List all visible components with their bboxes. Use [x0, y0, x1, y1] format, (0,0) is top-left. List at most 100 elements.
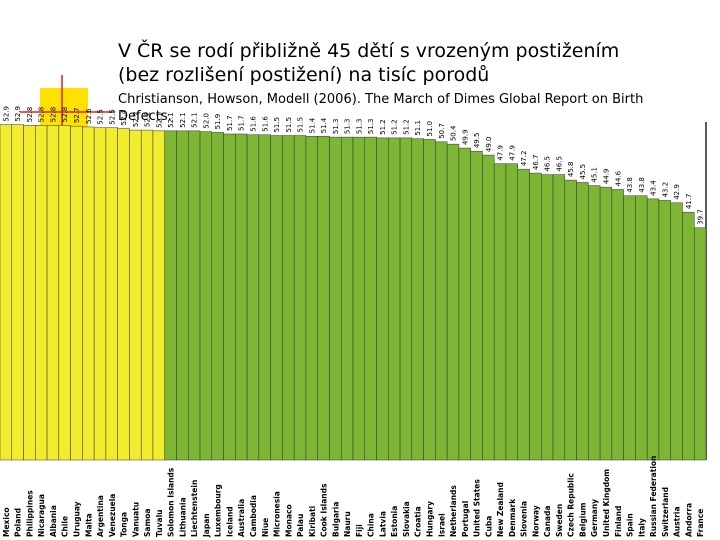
bar: [246, 134, 260, 461]
value-label: 45.8: [567, 162, 575, 178]
x-tick-label: Uruguay: [72, 501, 81, 537]
value-label: 51.2: [391, 119, 399, 135]
value-label: 46.5: [555, 156, 563, 172]
x-tick-label: Slovakia: [402, 501, 411, 537]
value-label: 47.9: [497, 145, 505, 161]
x-tick-label: Micronesia: [273, 491, 282, 537]
x-tick-label: Japan: [202, 513, 211, 538]
bar: [223, 133, 236, 461]
value-label: 44.9: [602, 169, 610, 185]
bar: [564, 179, 577, 461]
value-label: 52.1: [179, 112, 187, 128]
bar: [635, 195, 648, 461]
title-line: (bez rozlišení postižení) na tisíc porod…: [118, 64, 489, 86]
bar: [164, 130, 177, 461]
x-tick-label: Argentina: [96, 495, 105, 537]
value-label: 51.7: [226, 115, 234, 131]
value-label: 52.7: [73, 108, 81, 124]
x-tick-label: Switzerland: [661, 487, 670, 537]
bar: [152, 130, 165, 461]
bar: [682, 211, 695, 461]
x-tick-label: Nauru: [343, 511, 352, 537]
x-tick-label: Norway: [531, 505, 540, 537]
bar: [388, 137, 401, 461]
x-tick-label: New Zealand: [496, 482, 505, 537]
bar: [693, 227, 707, 461]
value-label: 52.5: [108, 109, 116, 125]
x-tick-label: Australia: [237, 499, 246, 537]
value-label: 52.8: [61, 107, 69, 123]
value-label: 52.4: [120, 109, 128, 125]
value-label: 52.5: [97, 109, 105, 125]
value-label: 51.0: [426, 121, 434, 137]
title-line: V ČR se rodí přibližně 45 dětí s vrozený…: [118, 38, 619, 62]
x-tick-label: Solomon Islands: [167, 467, 176, 537]
bar: [329, 136, 342, 461]
bar: [446, 143, 460, 461]
value-label: 51.7: [238, 115, 246, 131]
bar: [0, 124, 13, 461]
bar: [70, 125, 83, 461]
value-label: 52.0: [202, 113, 210, 129]
bar: [82, 126, 95, 461]
value-label: 43.8: [638, 177, 646, 193]
x-tick-label: Cambodia: [249, 495, 258, 537]
bar: [46, 125, 60, 461]
bar: [482, 154, 495, 461]
value-label: 51.3: [367, 119, 375, 135]
value-label: 50.4: [450, 125, 458, 141]
value-label: 41.7: [685, 194, 693, 210]
x-tick-label: Sweden: [555, 504, 564, 537]
value-label: 51.4: [320, 117, 328, 133]
value-label: 45.1: [591, 167, 599, 183]
x-tick-label: Israel: [437, 513, 446, 537]
value-label: 52.1: [167, 112, 175, 128]
x-tick-label: Finland: [614, 506, 623, 537]
bar: [435, 141, 448, 461]
bar: [105, 127, 118, 461]
bar: [670, 202, 683, 461]
bar: [588, 185, 601, 461]
value-label: 52.1: [191, 112, 199, 128]
x-tick-label: Belgium: [578, 502, 587, 537]
x-tick-label: Lithuania: [178, 497, 187, 537]
bar: [282, 135, 295, 461]
bar: [376, 137, 389, 461]
bar: [129, 129, 142, 461]
bar: [340, 136, 354, 461]
value-label: 51.3: [355, 119, 363, 135]
value-label: 47.2: [520, 151, 528, 167]
bar: [199, 131, 213, 461]
x-tick-label: Kiribati: [308, 506, 317, 537]
bar: [529, 172, 542, 461]
x-tick-label: France: [696, 509, 705, 537]
x-tick-label: Samoa: [143, 509, 152, 538]
x-tick-label: Liechtenstein: [190, 480, 199, 537]
x-tick-label: Netherlands: [449, 485, 458, 537]
bar: [258, 134, 271, 461]
x-tick-label: Iceland: [225, 506, 234, 537]
value-label: 46.7: [532, 154, 540, 170]
x-tick-label: Mexico: [2, 507, 11, 537]
bar: [235, 133, 248, 461]
x-tick-label: Vanuatu: [131, 502, 140, 537]
value-label: 51.1: [414, 120, 422, 136]
x-tick-label: Croatia: [414, 506, 423, 537]
value-label: 52.6: [85, 108, 93, 124]
x-tick-label: Andorra: [684, 503, 693, 537]
x-tick-label: Hungary: [425, 501, 434, 537]
x-tick-label: Palau: [296, 514, 305, 537]
x-tick-label: Canada: [543, 506, 552, 537]
value-label: 51.3: [332, 119, 340, 135]
x-tick-label: Venezuela: [108, 494, 117, 537]
value-label: 52.2: [132, 111, 140, 127]
bar: [399, 137, 413, 461]
bar: [211, 132, 224, 461]
x-tick-label: Poland: [14, 508, 23, 537]
value-label: 52.8: [38, 107, 46, 123]
bar: [552, 174, 566, 461]
bar: [505, 163, 518, 461]
bar: [364, 136, 377, 461]
bar: [517, 168, 530, 461]
x-tick-label: Germany: [590, 499, 599, 537]
